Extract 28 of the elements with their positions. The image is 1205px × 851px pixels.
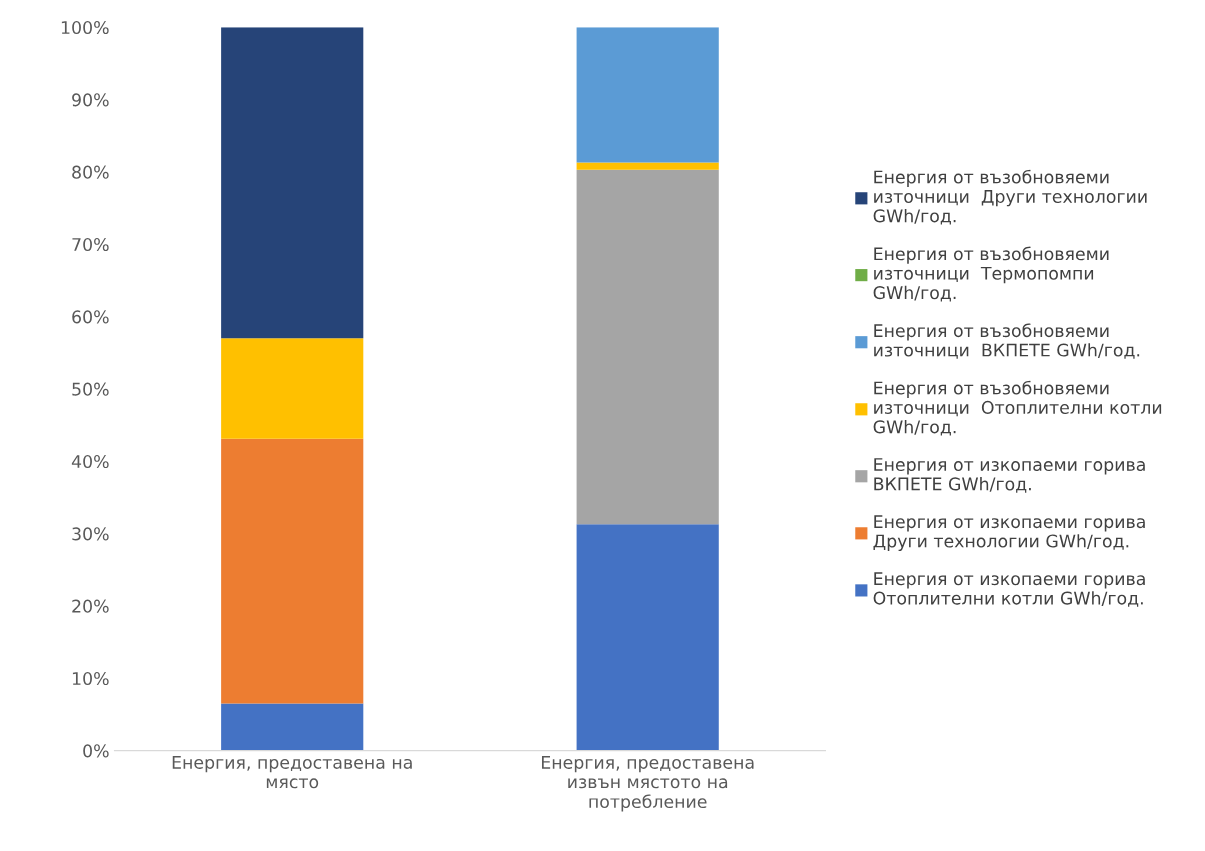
- bar: [576, 169, 719, 525]
- legend-label: Енергия от възобновяеми източници Термопомпи GWh/год.: [873, 246, 1109, 302]
- y-tick-label: 30%: [72, 527, 109, 541]
- y-tick-label: 20%: [72, 599, 109, 613]
- bar: [221, 27, 364, 339]
- y-tick-label: 100%: [61, 20, 109, 35]
- y-tick-label: 90%: [72, 93, 109, 107]
- bar: [576, 524, 719, 751]
- legend-label: Енергия от изкопаеми горива ВКПЕТЕ GWh/год.: [874, 458, 1145, 493]
- legend-label: Енергия от изкопаеми горива Други технологии GWh/год.: [873, 515, 1145, 551]
- y-tick-label: 0%: [83, 744, 109, 758]
- x-tick-label: Енергия, предоставена на място: [172, 755, 412, 789]
- legend-label: Енергия от възобновяеми източници Отоплителни котли GWh/год.: [873, 380, 1162, 436]
- y-tick-label: 10%: [72, 671, 109, 686]
- legend-label: Енергия от възобновяеми източници Други технологии GWh/год.: [873, 169, 1147, 225]
- x-tick-label: Енергия, предоставена извън мястото на потребление: [542, 755, 754, 812]
- y-tick-label: 50%: [72, 382, 109, 396]
- bar: [576, 162, 719, 170]
- y-tick-label: 60%: [72, 310, 109, 324]
- y-tick-label: 80%: [72, 165, 109, 179]
- bar: [576, 27, 719, 163]
- y-tick-label: 70%: [72, 237, 109, 252]
- legend-label: Енергия от възобновяеми източници ВКПЕТЕ GWh/год.: [874, 323, 1140, 359]
- y-tick-label: 40%: [71, 454, 109, 469]
- legend-label: Енергия от изкопаеми горива Отоплителни котли GWh/год.: [873, 572, 1145, 607]
- bar: [221, 338, 364, 439]
- bar: [221, 703, 364, 751]
- bar: [221, 438, 364, 704]
